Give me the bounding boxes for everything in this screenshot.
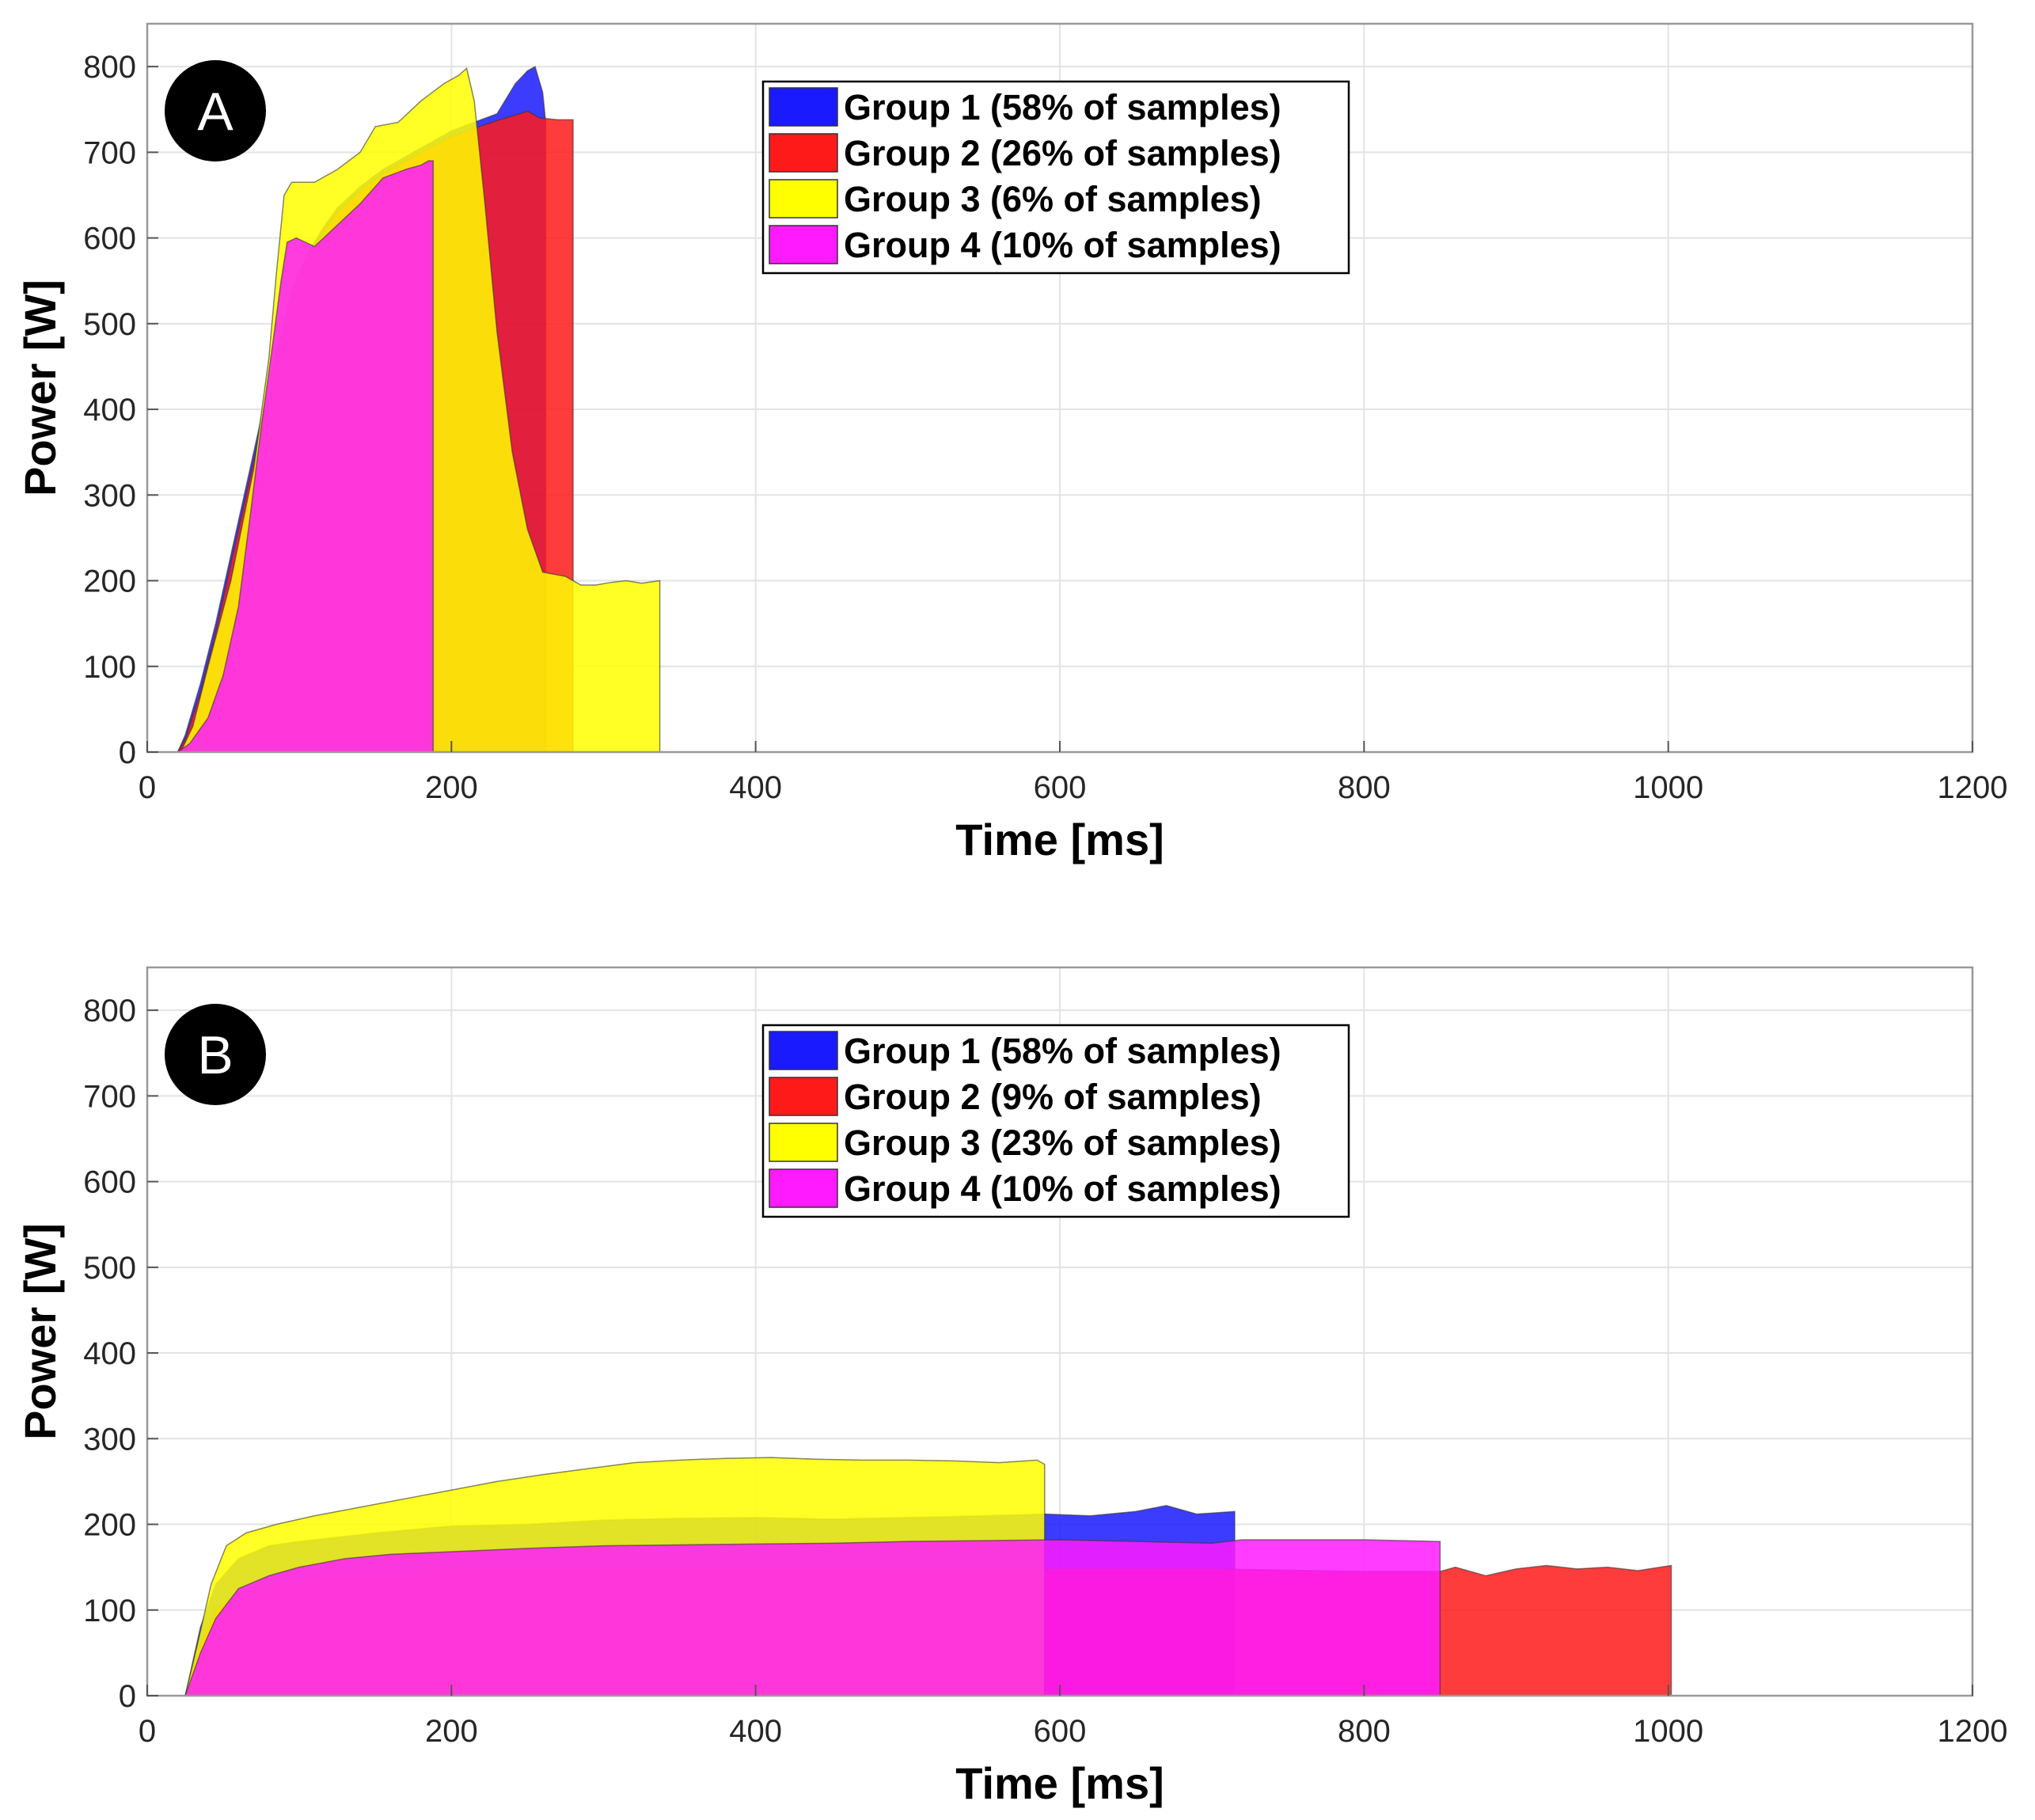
y-tick-label: 400	[83, 393, 136, 427]
legend-entry: Group 2 (26% of samples)	[844, 133, 1281, 173]
y-tick-label: 500	[83, 307, 136, 342]
panel-b: 0 200 400 600 800 1000 1200 0 100 200 300 400 500 600…	[15, 966, 2008, 1808]
y-tick-label: 200	[83, 1508, 136, 1543]
legend-entry: Group 1 (58% of samples)	[844, 87, 1281, 127]
legend-swatch	[769, 1031, 838, 1070]
y-tick-label: 100	[83, 1594, 136, 1628]
y-tick-label: 600	[83, 1165, 136, 1200]
y-tick-label: 0	[119, 1679, 136, 1714]
legend-entry: Group 4 (10% of samples)	[844, 1168, 1281, 1209]
y-axis-label: Power [W]	[15, 279, 65, 496]
x-tick-label: 200	[425, 1714, 478, 1749]
x-tick-label: 600	[1034, 1714, 1087, 1749]
panel-badge-label: A	[197, 82, 233, 142]
y-tick-label: 200	[83, 564, 136, 599]
legend-swatch	[769, 1168, 838, 1208]
area-series-group-4	[169, 160, 435, 753]
panel-a: 0 200 400 600 800 1000 1200 0 100 200 300 400 500 600…	[15, 22, 2008, 864]
x-axis-label: Time [ms]	[955, 1758, 1164, 1808]
legend-swatch	[769, 1077, 838, 1116]
legend-swatch	[769, 225, 838, 264]
legend-swatch	[769, 1123, 838, 1162]
legend-entry: Group 4 (10% of samples)	[844, 225, 1281, 265]
x-tick-label: 1200	[1938, 770, 2008, 805]
y-tick-label: 300	[83, 1422, 136, 1457]
y-tick-label: 500	[83, 1251, 136, 1286]
x-tick-label: 1000	[1633, 1714, 1703, 1749]
legend-swatch	[769, 179, 838, 218]
y-tick-label: 0	[119, 735, 136, 770]
x-tick-label: 1200	[1938, 1714, 2008, 1749]
y-tick-label: 700	[83, 1079, 136, 1114]
legend-box	[761, 1024, 1350, 1218]
legend-entry: Group 3 (23% of samples)	[844, 1123, 1281, 1163]
x-tick-label: 800	[1338, 1714, 1391, 1749]
y-tick-label: 800	[83, 994, 136, 1028]
legend-entry: Group 1 (58% of samples)	[844, 1031, 1281, 1071]
legend-entry: Group 2 (9% of samples)	[844, 1077, 1262, 1117]
x-tick-label: 1000	[1633, 770, 1703, 805]
x-axis-label: Time [ms]	[955, 815, 1164, 864]
y-tick-label: 800	[83, 50, 136, 85]
x-tick-label: 0	[139, 1714, 156, 1749]
legend-box	[761, 80, 1350, 275]
legend-swatch	[769, 133, 838, 173]
x-tick-label: 200	[425, 770, 478, 805]
x-tick-label: 400	[729, 1714, 782, 1749]
x-tick-label: 600	[1034, 770, 1087, 805]
y-tick-label: 100	[83, 650, 136, 685]
area-series-group-4	[177, 1539, 1441, 1697]
panel-badge	[165, 60, 266, 161]
x-tick-label: 800	[1338, 770, 1391, 805]
panel-badge-label: B	[197, 1025, 233, 1085]
legend-entry: Group 3 (6% of samples)	[844, 179, 1262, 219]
x-tick-label: 400	[729, 770, 782, 805]
y-tick-label: 600	[83, 222, 136, 256]
x-tick-label: 0	[139, 770, 156, 805]
y-tick-label: 400	[83, 1336, 136, 1371]
y-axis-label: Power [W]	[15, 1223, 65, 1440]
y-tick-label: 700	[83, 135, 136, 170]
panel-badge	[165, 1004, 266, 1105]
legend-swatch	[769, 87, 838, 127]
y-tick-label: 300	[83, 478, 136, 513]
